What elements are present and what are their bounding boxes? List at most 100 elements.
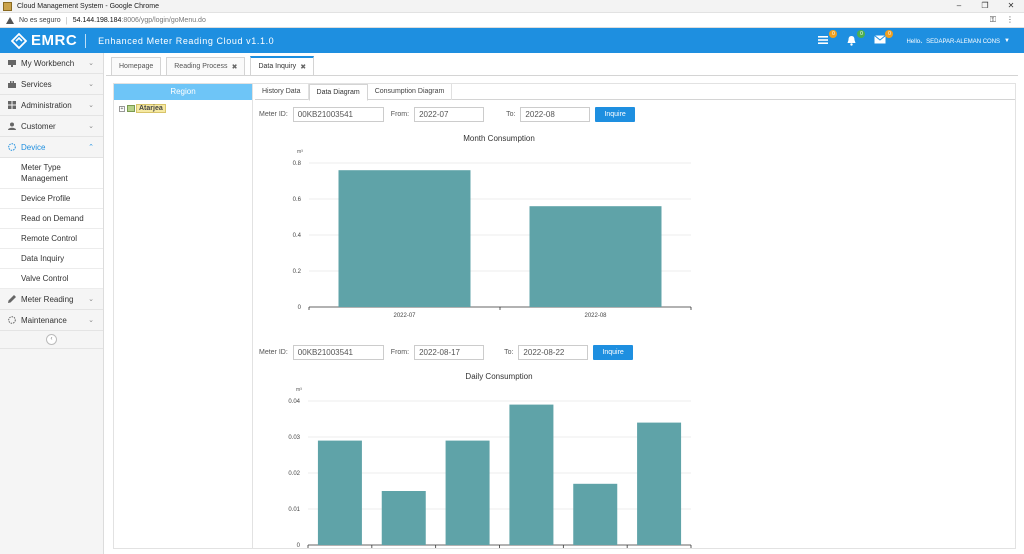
user-icon [8, 122, 16, 130]
tab-data-diagram[interactable]: Data Diagram [308, 84, 368, 101]
minimize-button[interactable]: – [956, 1, 962, 10]
tab-reading-process[interactable]: Reading Process ✖ [166, 57, 246, 75]
tab-consumption-diagram[interactable]: Consumption Diagram [368, 84, 453, 100]
expand-icon[interactable]: + [119, 105, 125, 112]
sidebar-item-maintenance[interactable]: Maintenance ⌄ [0, 310, 103, 331]
bell-icon[interactable]: 0 [846, 29, 866, 47]
monthly-consumption-chart: m³ 0 0.2 0.4 0.6 0.8 2022-07 2022-08 [293, 149, 692, 319]
submenu-item-meter-type-management[interactable]: Meter Type Management [0, 158, 103, 189]
key-icon[interactable]: ⚿ [989, 15, 996, 24]
collapse-sidebar-icon[interactable]: ‹ [46, 334, 57, 345]
spinner-icon [8, 316, 16, 324]
main-panel: History Data Data Diagram Consumption Di… [253, 84, 1016, 548]
from-label: From: [390, 349, 410, 356]
meter-id-label: Meter ID: [259, 111, 288, 118]
y-tick-label: 0.6 [293, 197, 302, 203]
submenu-item-valve-control[interactable]: Valve Control [0, 269, 103, 289]
from-date-input[interactable]: 2022-07 [414, 107, 485, 122]
security-label[interactable]: No es seguro [19, 16, 61, 24]
meter-id-input[interactable]: 00KB21003541 [292, 107, 384, 122]
bar [573, 483, 618, 545]
sidebar-item-label: Meter Reading [21, 294, 74, 304]
mail-icon[interactable]: 0 [874, 29, 894, 47]
daily-query-form: Meter ID: 00KB21003541 From: 2022-08-17 … [259, 345, 633, 360]
header-actions: 0 0 0 Hello、SEDAPAR-ALEMAN CONS ▼ [818, 28, 1010, 53]
folder-icon [127, 105, 135, 112]
sidebar-collapse-row: ‹ [0, 331, 103, 349]
y-tick-label: 0 [298, 305, 302, 311]
region-header: Region [114, 84, 252, 100]
sidebar-item-label: Customer [21, 121, 56, 131]
grid-icon [8, 101, 16, 109]
device-icon [8, 143, 16, 151]
sidebar-item-label: Maintenance [21, 315, 67, 325]
device-submenu: Meter Type Management Device Profile Read… [0, 158, 103, 289]
pencil-icon [8, 295, 16, 303]
warning-icon [6, 16, 14, 24]
y-tick-label: 0.02 [288, 471, 300, 477]
tree-node-label[interactable]: Atarjea [136, 104, 166, 113]
submenu-item-remote-control[interactable]: Remote Control [0, 229, 103, 249]
tab-homepage[interactable]: Homepage [111, 57, 162, 75]
to-date-input[interactable]: 2022-08-22 [518, 345, 589, 360]
submenu-item-device-profile[interactable]: Device Profile [0, 189, 103, 209]
inquire-button[interactable]: Inquire [595, 107, 635, 122]
tree-node-root[interactable]: + Atarjea [119, 104, 252, 113]
y-axis-unit-label: m³ [296, 387, 302, 393]
tasks-badge: 0 [829, 29, 838, 38]
tab-data-inquiry[interactable]: Data Inquiry ✖ [250, 56, 315, 75]
url-text[interactable]: 54.144.198.184:8006/ygp/login/goMenu.do [73, 17, 206, 24]
sidebar-item-services[interactable]: Services ⌄ [0, 74, 103, 95]
submenu-line-1: Meter Type [21, 163, 61, 172]
bar [338, 170, 471, 307]
to-label: To: [504, 349, 514, 356]
to-date-input[interactable]: 2022-08 [520, 107, 591, 122]
chart-title-daily: Daily Consumption [465, 372, 533, 381]
sidebar-item-customer[interactable]: Customer ⌄ [0, 116, 103, 137]
sidebar-item-meter-reading[interactable]: Meter Reading ⌄ [0, 289, 103, 310]
sidebar-item-label: Device [21, 142, 46, 152]
url-host: 54.144.198.184 [72, 16, 122, 24]
meter-id-input[interactable]: 00KB21003541 [292, 345, 384, 360]
inner-tabs: History Data Data Diagram Consumption Di… [255, 84, 1015, 101]
to-label: To: [506, 111, 516, 118]
close-window-button[interactable]: ✕ [1007, 1, 1015, 10]
logo-text: EMRC [31, 32, 78, 49]
y-tick-label: 0.4 [293, 233, 302, 239]
bar [637, 422, 682, 545]
close-tab-icon[interactable]: ✖ [300, 63, 307, 71]
close-tab-icon[interactable]: ✖ [231, 63, 238, 71]
address-bar[interactable]: No es seguro | 54.144.198.184:8006/ygp/l… [0, 13, 1024, 28]
y-tick-label: 0.8 [293, 161, 302, 167]
tab-label: Reading Process [174, 63, 228, 70]
url-path: :8006/ygp/login/goMenu.do [121, 16, 206, 24]
list-icon[interactable]: 0 [818, 29, 838, 47]
submenu-item-read-on-demand[interactable]: Read on Demand [0, 209, 103, 229]
x-tick-label: 2022-08 [584, 313, 607, 319]
chevron-down-icon: ⌄ [88, 81, 94, 88]
daily-consumption-chart: m³ 0 0.01 0.02 0.03 0.04 [288, 387, 692, 548]
monthly-query-form: Meter ID: 00KB21003541 From: 2022-07 To:… [259, 107, 635, 122]
submenu-item-data-inquiry[interactable]: Data Inquiry [0, 249, 103, 269]
app-header: EMRC Enhanced Meter Reading Cloud v1.1.0… [0, 28, 1024, 53]
address-bar-icons: ⚿ ⋮ [990, 15, 1014, 25]
more-menu-icon[interactable]: ⋮ [1006, 15, 1014, 24]
tab-label: Data Inquiry [258, 63, 297, 70]
restore-button[interactable]: ❐ [981, 1, 989, 10]
bar [509, 404, 554, 545]
tab-history-data[interactable]: History Data [255, 84, 309, 100]
sidebar-item-label: Services [21, 79, 52, 89]
chevron-down-icon: ⌄ [88, 317, 94, 324]
inquire-button[interactable]: Inquire [593, 345, 633, 360]
sidebar-item-device[interactable]: Device ⌃ [0, 137, 103, 158]
y-axis-unit-label: m³ [297, 149, 303, 155]
sidebar-item-my-workbench[interactable]: My Workbench ⌄ [0, 53, 103, 74]
from-date-input[interactable]: 2022-08-17 [414, 345, 485, 360]
user-greeting[interactable]: Hello、SEDAPAR-ALEMAN CONS [906, 39, 1001, 45]
user-menu-caret-icon[interactable]: ▼ [1004, 37, 1010, 44]
sidebar-item-administration[interactable]: Administration ⌄ [0, 95, 103, 116]
window-controls: – ❐ ✕ [946, 0, 1024, 13]
submenu-line-2: Management [21, 174, 68, 183]
bar [381, 491, 426, 545]
sidebar-item-label: Administration [21, 100, 72, 110]
